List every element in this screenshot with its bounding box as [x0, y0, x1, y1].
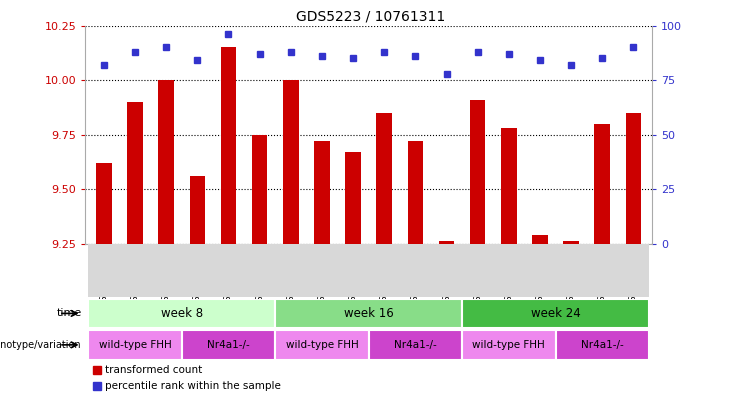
Bar	[525, 244, 556, 297]
Text: wild-type FHH: wild-type FHH	[99, 340, 171, 350]
Bar	[252, 134, 268, 244]
Bar	[96, 163, 112, 244]
Bar	[501, 128, 516, 244]
Bar	[494, 244, 525, 297]
Bar	[182, 330, 275, 360]
Bar	[306, 244, 337, 297]
Bar	[618, 244, 649, 297]
Text: week 16: week 16	[344, 307, 393, 320]
Text: wild-type FHH: wild-type FHH	[285, 340, 359, 350]
Bar	[368, 330, 462, 360]
Text: Nr4a1-/-: Nr4a1-/-	[207, 340, 250, 350]
Bar	[431, 244, 462, 297]
Text: time: time	[56, 309, 82, 318]
Bar	[88, 299, 275, 328]
Bar	[556, 244, 587, 297]
Bar	[563, 241, 579, 244]
Text: week 8: week 8	[161, 307, 203, 320]
Text: genotype/variation: genotype/variation	[0, 340, 82, 350]
Bar	[462, 299, 649, 328]
Text: Nr4a1-/-: Nr4a1-/-	[581, 340, 624, 350]
Bar	[127, 102, 143, 244]
Bar	[275, 244, 306, 297]
Bar	[159, 80, 174, 244]
Bar	[275, 299, 462, 328]
Text: week 24: week 24	[531, 307, 580, 320]
Text: transformed count: transformed count	[105, 365, 202, 375]
Bar	[408, 141, 423, 244]
Text: wild-type FHH: wild-type FHH	[473, 340, 545, 350]
Bar	[244, 244, 275, 297]
Bar	[275, 330, 368, 360]
Bar	[88, 330, 182, 360]
Bar	[213, 244, 244, 297]
Bar	[462, 330, 556, 360]
Bar	[368, 244, 400, 297]
Bar	[283, 80, 299, 244]
Bar	[462, 244, 494, 297]
Bar	[337, 244, 368, 297]
Bar	[439, 241, 454, 244]
Bar	[150, 244, 182, 297]
Bar	[556, 330, 649, 360]
Text: Nr4a1-/-: Nr4a1-/-	[394, 340, 436, 350]
Bar	[182, 244, 213, 297]
Bar	[532, 235, 548, 244]
Bar	[345, 152, 361, 244]
Bar	[314, 141, 330, 244]
Text: percentile rank within the sample: percentile rank within the sample	[105, 381, 281, 391]
Bar	[400, 244, 431, 297]
Text: GDS5223 / 10761311: GDS5223 / 10761311	[296, 10, 445, 24]
Bar	[625, 113, 641, 244]
Bar	[587, 244, 618, 297]
Bar	[119, 244, 150, 297]
Bar	[88, 244, 119, 297]
Bar	[594, 124, 610, 244]
Bar	[221, 47, 236, 244]
Bar	[190, 176, 205, 244]
Bar	[376, 113, 392, 244]
Bar	[470, 100, 485, 244]
